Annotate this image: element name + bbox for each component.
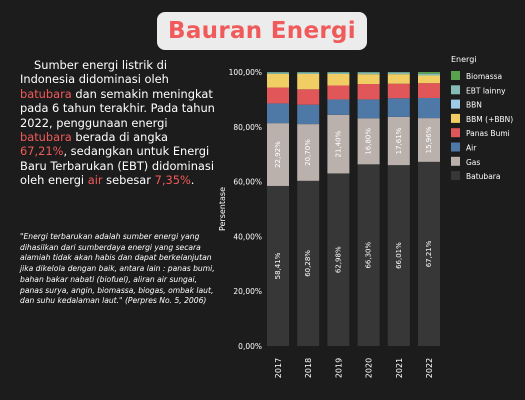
data-label-gas-2020: 16,80% (365, 128, 373, 155)
bar-segment-panas-bumi-2018 (297, 89, 320, 105)
bar-segment-bbm-bbn--2022 (418, 75, 440, 84)
bar-segment-batubara-2020 (357, 164, 380, 346)
y-tick-label: 100,00% (229, 68, 262, 77)
legend-label-air: Air (466, 144, 477, 153)
x-tick-label-2018: 2018 (304, 358, 313, 378)
bar-segment-batubara-2021 (387, 165, 410, 346)
bar-segment-gas-2020 (357, 118, 380, 165)
bar-segment-panas-bumi-2020 (357, 84, 380, 100)
data-label-batubara-2019: 62,98% (334, 246, 342, 273)
intro-text-5: sebesar (102, 173, 155, 188)
bar-segment-panas-bumi-2019 (327, 85, 350, 100)
bar-segment-bbm-bbn--2017 (267, 73, 289, 88)
ebt-definition-quote: "Energi terbarukan adalah sumber energi … (20, 232, 215, 306)
bar-segment-air-2019 (327, 99, 350, 115)
legend-swatch-ebt-lainny (451, 85, 460, 95)
legend-label-ebt-lainny: EBT lainny (466, 86, 506, 95)
bar-segment-batubara-2018 (297, 180, 320, 346)
bar-segment-biomassa-2022 (418, 72, 440, 74)
bar-segment-batubara-2022 (418, 161, 440, 346)
y-tick-label: 80,00% (233, 123, 262, 132)
bar-segment-batubara-2017 (267, 185, 289, 346)
bar-segment-bbm-bbn--2021 (387, 74, 410, 84)
x-tick-label-2022: 2022 (425, 358, 434, 378)
legend-swatch-gas (451, 156, 460, 166)
intro-paragraph: Sumber energi listrik di Indonesia didom… (20, 58, 216, 188)
intro-highlight-batubara-2: batubara (20, 130, 72, 145)
bar-segment-bbm-bbn--2019 (327, 73, 350, 86)
bar-segment-panas-bumi-2017 (267, 87, 289, 104)
bar-segment-gas-2021 (387, 116, 410, 166)
data-label-gas-2022: 15,96% (425, 126, 433, 153)
data-label-gas-2019: 21,40% (334, 130, 342, 157)
intro-highlight-percent-hydro: 7,35% (154, 173, 191, 188)
x-tick-label-2019: 2019 (334, 358, 343, 378)
y-tick-label: 20,00% (233, 287, 262, 296)
bar-segment-gas-2018 (297, 124, 320, 181)
bar-segment-gas-2019 (327, 114, 350, 174)
bar-segment-air-2020 (357, 99, 380, 119)
y-tick-label: 0,00% (238, 342, 262, 351)
bar-segment-air-2017 (267, 103, 289, 124)
intro-text-2: dan semakin meningkat pada 6 tahun terak… (20, 86, 215, 130)
legend-swatch-biomassa (451, 71, 460, 80)
intro-text-1: Sumber energi listrik di Indonesia didom… (20, 58, 169, 87)
legend-label-gas: Gas (466, 158, 480, 167)
data-label-batubara-2020: 66,30% (365, 241, 373, 268)
legend-swatch-bbm-bbn- (451, 113, 460, 123)
legend-label-bbn: BBN (466, 101, 482, 110)
bar-segment-gas-2022 (418, 118, 440, 162)
intro-highlight-air: air (87, 173, 103, 188)
page-title: Bauran Energi (168, 18, 356, 44)
x-tick-label-2020: 2020 (365, 358, 374, 378)
bar-segment-panas-bumi-2021 (387, 83, 410, 99)
bar-segment-ebt-lainny-2022 (418, 73, 440, 76)
legend-label-bbm-bbn-: BBM (+BBN) (466, 115, 513, 124)
y-tick-label: 40,00% (233, 232, 262, 241)
bar-segment-panas-bumi-2022 (418, 83, 440, 98)
bar-segment-ebt-lainny-2021 (387, 72, 410, 75)
legend-swatch-panas-bumi (451, 128, 460, 138)
bar-segment-ebt-lainny-2019 (327, 72, 350, 74)
data-label-batubara-2017: 58,41% (274, 252, 282, 279)
legend-swatch-batubara (451, 171, 460, 181)
bar-segment-bbm-bbn--2020 (357, 74, 380, 85)
data-label-gas-2017: 22,92% (274, 141, 282, 168)
intro-highlight-batubara-1: batubara (20, 86, 72, 101)
data-label-gas-2018: 20,70% (304, 139, 312, 166)
y-axis-title: Persentase (218, 187, 227, 231)
bar-segment-batubara-2019 (327, 173, 350, 346)
legend-label-panas-bumi: Panas Bumi (466, 129, 510, 138)
x-tick-label-2021: 2021 (395, 358, 404, 378)
legend-swatch-air (451, 142, 460, 152)
y-tick-label: 60,00% (233, 178, 262, 187)
legend-swatch-bbn (451, 99, 460, 109)
legend-title: Energi (451, 55, 477, 64)
bar-segment-air-2022 (418, 97, 440, 119)
bar-segment-ebt-lainny-2017 (267, 72, 289, 74)
intro-highlight-percent-coal: 67,21% (20, 144, 64, 159)
data-label-gas-2021: 17,61% (395, 127, 403, 154)
bar-segment-air-2021 (387, 98, 410, 117)
x-tick-label-2017: 2017 (274, 358, 283, 378)
intro-text-4: , sedangkan untuk Energi Baru Terbarukan… (20, 144, 214, 188)
intro-text-3: berada di angka (71, 130, 168, 145)
bar-segment-ebt-lainny-2018 (297, 72, 320, 74)
bar-segment-gas-2017 (267, 123, 289, 186)
data-label-batubara-2018: 60,28% (304, 250, 312, 277)
bar-segment-ebt-lainny-2020 (357, 72, 380, 75)
bar-segment-air-2018 (297, 104, 320, 125)
title-box: Bauran Energi (157, 12, 367, 50)
intro-text-6: . (190, 173, 195, 188)
data-label-batubara-2022: 67,21% (425, 240, 433, 267)
bar-segment-bbm-bbn--2018 (297, 73, 320, 90)
data-label-batubara-2021: 66,01% (395, 242, 403, 269)
legend-label-batubara: Batubara (466, 172, 500, 181)
legend-label-biomassa: Biomassa (466, 72, 502, 81)
